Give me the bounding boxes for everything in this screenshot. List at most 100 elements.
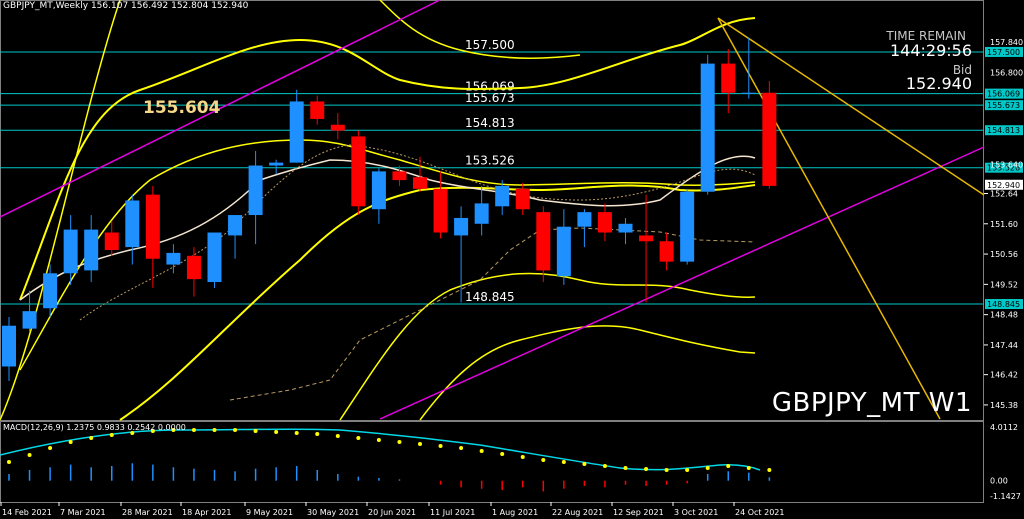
candle-body — [269, 162, 284, 166]
candle-bear — [536, 206, 551, 283]
candle-body — [721, 63, 736, 93]
macd-dot — [356, 436, 361, 440]
candle-bull — [2, 316, 16, 382]
candle-bull — [43, 264, 58, 317]
candle-bear — [433, 171, 448, 239]
macd-dot — [644, 467, 649, 471]
ma-line — [19, 155, 756, 301]
ma-line-dashed — [229, 227, 756, 401]
macd-dot — [685, 468, 690, 472]
candle-body — [556, 226, 571, 277]
candle-body — [392, 171, 407, 181]
candle-bear — [330, 113, 345, 140]
macd-dot — [212, 428, 217, 432]
y-tick-label: 145.38 — [990, 401, 1018, 410]
macd-dot — [623, 466, 628, 470]
macd-dot — [335, 434, 340, 438]
axis-level-tag — [985, 299, 1023, 310]
macd-dot — [376, 438, 381, 442]
trend-line-lower-magenta — [379, 146, 985, 420]
level-label: 155.673 — [465, 91, 515, 105]
candle-bull — [22, 290, 37, 332]
ma-line-dotted — [79, 144, 756, 321]
trend-line-upper-magenta — [0, 0, 441, 218]
candle-body — [104, 232, 119, 250]
candle-body — [597, 212, 612, 233]
macd-dot — [27, 453, 32, 457]
candle-body — [84, 229, 99, 271]
chart-header: GBPJPY_MT,Weekly 156.107 156.492 152.804… — [3, 1, 248, 11]
level-label: 154.813 — [465, 116, 515, 130]
candle-body — [639, 235, 654, 242]
y-tick-label: 157.840 — [990, 38, 1023, 47]
bid-value: 152.940 — [905, 74, 972, 93]
level-label: 148.845 — [465, 290, 515, 304]
y-tick-label: 150.56 — [990, 250, 1018, 259]
x-tick-label: 24 Oct 2021 — [735, 508, 784, 517]
x-tick-label: 14 Feb 2021 — [2, 508, 52, 517]
x-tick-label: 20 Jun 2021 — [368, 508, 416, 517]
macd-dot — [459, 446, 464, 450]
macd-dot — [767, 468, 772, 472]
x-tick-label: 22 Aug 2021 — [552, 508, 603, 517]
candle-body — [741, 92, 756, 94]
candle-body — [495, 185, 510, 207]
far-left-band — [0, 0, 121, 421]
macd-dot — [438, 444, 443, 448]
candle-body — [577, 212, 592, 227]
axis-level-tag-text: 156.069 — [987, 90, 1020, 99]
x-tick-label: 7 Mar 2021 — [60, 508, 106, 517]
macd-dot — [294, 431, 299, 435]
macd-dot — [418, 442, 422, 446]
x-tick-label: 18 Apr 2021 — [182, 508, 231, 517]
candle-bear — [721, 49, 736, 114]
candle-body — [680, 191, 695, 262]
x-tick-label: 1 Aug 2021 — [492, 508, 538, 517]
candle-bull — [741, 37, 756, 99]
trend-line-yellow-steep — [717, 17, 941, 420]
y-tick-label: 151.60 — [990, 220, 1018, 229]
macd-dot — [582, 462, 587, 466]
x-tick-label: 3 Oct 2021 — [674, 508, 718, 517]
macd-panel-frame — [0, 421, 984, 503]
macd-dot — [541, 458, 546, 462]
candle-bear — [597, 203, 612, 242]
candle-bear — [659, 232, 674, 271]
macd-dot — [315, 432, 320, 436]
candle-bear — [145, 185, 160, 288]
axis-level-tag-text: 148.845 — [987, 300, 1020, 309]
candle-body — [474, 203, 489, 224]
candle-bull — [577, 209, 592, 248]
candle-bull — [125, 194, 140, 265]
candle-bull — [700, 54, 715, 195]
candle-bear — [515, 183, 530, 216]
macd-header: MACD(12,26,9) 1.2375 0.9833 0.2542 0.000… — [3, 423, 186, 432]
lower-band — [119, 184, 756, 421]
macd-dot — [705, 466, 710, 470]
macd-dot — [233, 428, 238, 432]
bid-label: Bid — [952, 63, 972, 77]
macd-dot — [130, 431, 135, 435]
y-tick-label: 156.800 — [990, 68, 1023, 77]
candle-body — [700, 63, 715, 192]
candle-body — [330, 124, 345, 131]
macd-dot — [89, 436, 94, 440]
current-price-tag-text: 152.940 — [987, 181, 1020, 190]
candle-bull — [166, 244, 181, 274]
macd-dot — [68, 440, 73, 444]
symbol-watermark: GBPJPY_MT W1 — [771, 388, 972, 418]
macd-dot — [726, 464, 731, 468]
x-tick-label: 30 May 2021 — [307, 508, 359, 517]
candle-bull — [289, 89, 304, 163]
level-label: 153.526 — [465, 154, 515, 168]
y-tick-label: 148.48 — [990, 311, 1018, 320]
annotation-price: 155.604 — [143, 98, 221, 118]
candle-bull — [556, 209, 571, 285]
axis-level-tag — [985, 100, 1023, 111]
candle-body — [2, 325, 16, 367]
candle-body — [43, 273, 58, 309]
macd-dot — [500, 452, 505, 456]
macd-dot — [253, 429, 258, 433]
macd-dot — [109, 433, 114, 437]
